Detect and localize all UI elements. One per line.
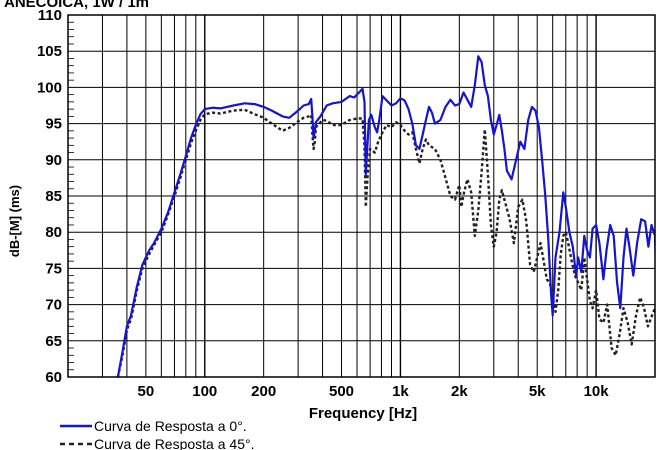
x-tick-label: 5k [529, 383, 546, 400]
y-tick-label: 75 [45, 260, 62, 277]
y-tick-label: 110 [38, 7, 62, 24]
legend: Curva de Resposta a 0°. Curva de Respost… [60, 418, 254, 450]
y-tick-label: 95 [45, 116, 62, 133]
y-axis-title: dB-[M] (ms) [7, 185, 22, 257]
y-tick-label: 80 [45, 224, 62, 241]
x-axis-title: Frequency [Hz] [309, 405, 417, 422]
y-tick-label: 90 [45, 152, 62, 169]
x-tick-labels: 50 100 200 500 1k 2k 5k 10k [138, 383, 610, 400]
x-tick-label: 100 [192, 383, 217, 400]
x-tick-label: 500 [329, 383, 354, 400]
x-tick-label: 50 [138, 383, 155, 400]
y-tick-labels: 110 105 100 95 90 85 80 75 70 65 60 [37, 7, 62, 386]
chart-title: ANECOICA, 1W / 1m [4, 0, 149, 11]
x-tick-label: 2k [451, 383, 468, 400]
x-tick-label: 1k [392, 383, 409, 400]
y-tick-label: 100 [37, 79, 62, 96]
series-line-0 [116, 55, 655, 377]
legend-label-series-1: Curva de Resposta a 45°. [94, 436, 254, 450]
plot-frame [67, 14, 656, 378]
y-tick-label: 105 [37, 43, 62, 60]
y-tick-label: 70 [45, 297, 62, 314]
series-layer [116, 55, 655, 377]
y-tick-label: 65 [45, 333, 62, 350]
x-tick-label: 10k [584, 383, 610, 400]
series-line-1 [116, 108, 655, 377]
grid-layer [67, 14, 656, 378]
y-tick-label: 60 [45, 369, 62, 386]
x-tick-label: 200 [251, 383, 276, 400]
y-tick-label: 85 [45, 188, 62, 205]
legend-label-series-0: Curva de Resposta a 0°. [94, 418, 247, 434]
